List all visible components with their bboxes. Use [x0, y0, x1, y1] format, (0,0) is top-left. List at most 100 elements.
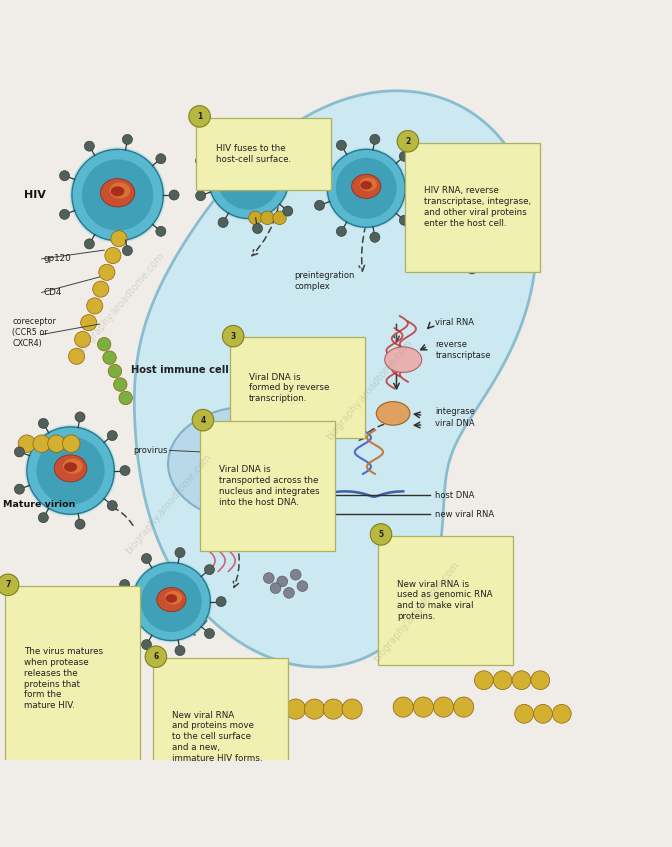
Circle shape [204, 565, 214, 574]
Circle shape [141, 571, 202, 632]
Ellipse shape [168, 407, 329, 521]
Circle shape [495, 186, 505, 197]
Text: 1: 1 [197, 112, 202, 121]
Text: New viral RNA
and proteins move
to the cell surface
and a new,
immature HIV form: New viral RNA and proteins move to the c… [172, 711, 263, 762]
Circle shape [85, 141, 94, 151]
Text: new viral RNA: new viral RNA [435, 510, 495, 518]
Ellipse shape [63, 458, 83, 473]
Circle shape [103, 351, 116, 364]
Circle shape [145, 646, 167, 667]
Circle shape [218, 218, 228, 228]
Circle shape [467, 264, 477, 274]
Circle shape [336, 158, 396, 219]
Ellipse shape [360, 181, 372, 190]
Circle shape [261, 211, 274, 224]
Circle shape [397, 130, 419, 152]
Circle shape [370, 135, 380, 144]
Text: 3: 3 [230, 332, 236, 340]
Circle shape [323, 699, 343, 719]
Text: HIV: HIV [24, 190, 46, 200]
Circle shape [132, 562, 210, 640]
Circle shape [435, 193, 493, 251]
Circle shape [18, 435, 36, 452]
Circle shape [425, 183, 503, 261]
Circle shape [48, 435, 65, 452]
Circle shape [0, 574, 19, 595]
Text: Host immune cell: Host immune cell [131, 365, 228, 374]
Ellipse shape [450, 208, 478, 231]
Circle shape [218, 129, 228, 139]
Circle shape [413, 697, 433, 717]
Ellipse shape [458, 215, 469, 223]
Circle shape [62, 435, 80, 452]
Circle shape [25, 424, 116, 517]
Text: 2: 2 [405, 136, 411, 146]
Text: coreceptor
(CCR5 or
CXCR4): coreceptor (CCR5 or CXCR4) [12, 317, 56, 348]
Circle shape [370, 523, 392, 545]
Circle shape [263, 573, 274, 584]
Circle shape [342, 699, 362, 719]
Circle shape [60, 171, 70, 180]
FancyBboxPatch shape [153, 658, 288, 816]
Circle shape [336, 141, 347, 150]
Circle shape [435, 258, 445, 268]
Circle shape [297, 581, 308, 591]
Circle shape [515, 705, 534, 723]
Circle shape [512, 671, 531, 689]
Circle shape [204, 628, 214, 639]
Circle shape [119, 391, 132, 405]
Text: viral RNA: viral RNA [435, 318, 474, 327]
Circle shape [414, 201, 424, 211]
Circle shape [120, 466, 130, 475]
Ellipse shape [165, 595, 177, 603]
Circle shape [474, 671, 493, 689]
Ellipse shape [111, 186, 124, 197]
FancyBboxPatch shape [200, 422, 335, 551]
Circle shape [534, 705, 552, 723]
Circle shape [70, 147, 165, 243]
Text: viral DNA: viral DNA [435, 419, 475, 428]
Circle shape [273, 211, 286, 224]
Circle shape [122, 135, 132, 145]
Circle shape [222, 325, 244, 347]
Circle shape [175, 645, 185, 656]
Circle shape [14, 447, 24, 457]
Circle shape [216, 596, 226, 606]
FancyBboxPatch shape [378, 535, 513, 665]
Text: Viral DNA is
transported across the
nucleus and integrates
into the host DNA.: Viral DNA is transported across the nucl… [219, 465, 320, 507]
FancyBboxPatch shape [230, 337, 365, 438]
Text: provirus: provirus [134, 446, 168, 455]
Circle shape [283, 206, 293, 216]
Circle shape [433, 697, 454, 717]
Text: New viral RNA is
used as genomic RNA
and to make viral
proteins.: New viral RNA is used as genomic RNA and… [397, 579, 493, 621]
Circle shape [156, 226, 166, 236]
Circle shape [336, 226, 347, 236]
Circle shape [493, 671, 512, 689]
Circle shape [81, 314, 97, 331]
Circle shape [217, 147, 280, 210]
Ellipse shape [165, 591, 182, 605]
Circle shape [156, 153, 166, 163]
Circle shape [175, 547, 185, 557]
Circle shape [108, 364, 122, 378]
Text: biography.aroadtome.com: biography.aroadtome.com [372, 560, 462, 664]
Text: gp120: gp120 [44, 254, 71, 263]
Circle shape [531, 671, 550, 689]
Circle shape [192, 409, 214, 431]
Text: CD4: CD4 [44, 288, 62, 297]
Circle shape [82, 159, 153, 230]
FancyBboxPatch shape [196, 118, 331, 191]
Circle shape [141, 639, 151, 650]
Circle shape [196, 191, 206, 201]
Circle shape [253, 224, 263, 234]
Text: biography.aroadtome.com: biography.aroadtome.com [76, 251, 166, 355]
Circle shape [169, 190, 179, 200]
Circle shape [27, 427, 114, 514]
Circle shape [208, 138, 289, 219]
Circle shape [196, 156, 206, 166]
Circle shape [294, 173, 305, 183]
Circle shape [284, 588, 294, 598]
Text: The virus matures
when protease
releases the
proteins that
form the
mature HIV.: The virus matures when protease releases… [24, 647, 103, 711]
Circle shape [314, 200, 325, 210]
Text: 7: 7 [5, 580, 11, 590]
